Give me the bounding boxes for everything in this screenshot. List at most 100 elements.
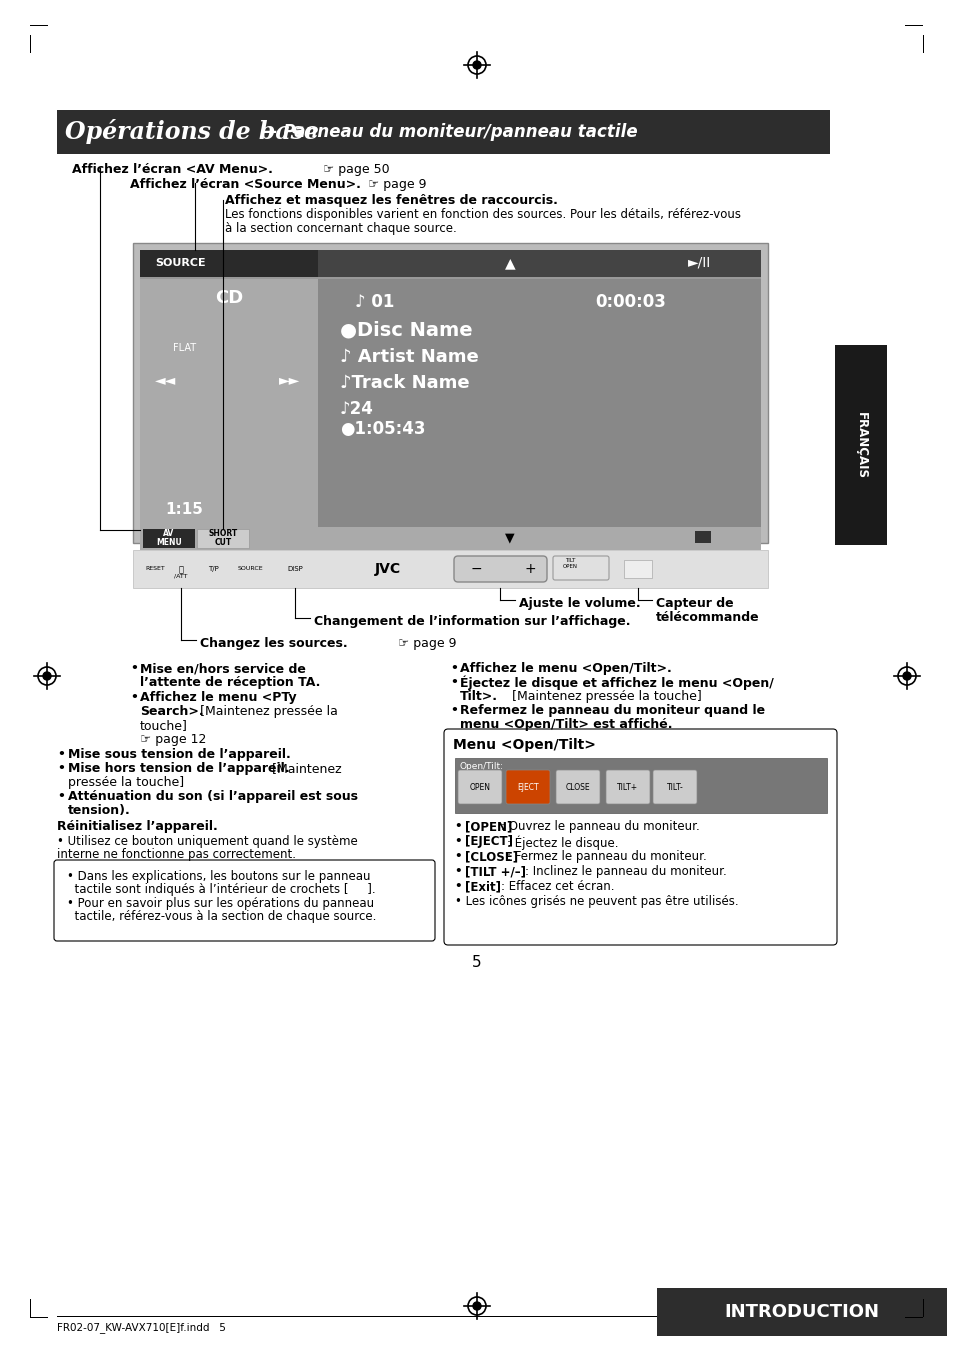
Text: CD: CD (214, 289, 243, 307)
Text: : Inclinez le panneau du moniteur.: : Inclinez le panneau du moniteur. (524, 865, 726, 877)
Text: /ATT: /ATT (174, 573, 188, 579)
Bar (140, 277, 760, 279)
Text: • Pour en savoir plus sur les opérations du panneau: • Pour en savoir plus sur les opérations… (67, 896, 374, 910)
Text: ♪ 01: ♪ 01 (355, 293, 394, 311)
Text: FRANÇAIS: FRANÇAIS (854, 411, 866, 479)
Text: ☞ page 9: ☞ page 9 (359, 178, 426, 191)
Text: Les fonctions disponibles varient en fonction des sources. Pour les détails, réf: Les fonctions disponibles varient en fon… (225, 208, 740, 220)
Text: EJECT: EJECT (517, 783, 538, 791)
Text: 0:00:03: 0:00:03 (595, 293, 665, 311)
Text: Search>.: Search>. (140, 704, 203, 718)
Text: • Dans les explications, les boutons sur le panneau: • Dans les explications, les boutons sur… (67, 869, 370, 883)
Text: ⏻: ⏻ (178, 565, 183, 575)
Text: tactile, référez-vous à la section de chaque source.: tactile, référez-vous à la section de ch… (67, 910, 376, 923)
Text: télécommande: télécommande (656, 611, 759, 625)
Text: FR02-07_KW-AVX710[E]f.indd   5: FR02-07_KW-AVX710[E]f.indd 5 (57, 1322, 226, 1333)
Text: Affichez l’écran <AV Menu>.: Affichez l’écran <AV Menu>. (71, 164, 273, 176)
Bar (140, 250, 317, 277)
FancyBboxPatch shape (443, 729, 836, 945)
Bar (317, 250, 760, 277)
FancyBboxPatch shape (505, 771, 550, 804)
Circle shape (473, 61, 480, 69)
Text: 12/5/07   6:18:54 PM: 12/5/07 6:18:54 PM (788, 1322, 896, 1332)
FancyBboxPatch shape (652, 771, 697, 804)
Text: à la section concernant chaque source.: à la section concernant chaque source. (225, 222, 456, 235)
Text: Atténuation du son (si l’appareil est sous: Atténuation du son (si l’appareil est so… (68, 790, 357, 803)
Bar (140, 527, 760, 550)
Bar (140, 250, 760, 535)
Text: •: • (450, 662, 457, 675)
Text: [Maintenez: [Maintenez (268, 763, 341, 775)
Text: : Effacez cet écran.: : Effacez cet écran. (500, 880, 614, 894)
Bar (57, 110, 829, 154)
Text: Open/Tilt:: Open/Tilt: (459, 763, 503, 771)
Text: : Fermez le panneau du moniteur.: : Fermez le panneau du moniteur. (506, 850, 706, 863)
Text: •: • (455, 850, 466, 863)
Text: •: • (455, 836, 466, 848)
Text: −: − (470, 562, 481, 576)
Text: INTRODUCTION: INTRODUCTION (723, 1303, 879, 1321)
Text: •: • (57, 790, 65, 803)
Text: • Les icônes grisés ne peuvent pas être utilisés.: • Les icônes grisés ne peuvent pas être … (455, 895, 738, 909)
Text: Changement de l’information sur l’affichage.: Changement de l’information sur l’affich… (314, 615, 630, 627)
Text: RESET: RESET (145, 566, 165, 572)
Text: [TILT +/–]: [TILT +/–] (464, 865, 525, 877)
Text: ●Disc Name: ●Disc Name (339, 320, 472, 339)
Text: •: • (130, 691, 138, 704)
Text: TILT+: TILT+ (617, 783, 638, 791)
Text: Affichez le menu <PTy: Affichez le menu <PTy (140, 691, 296, 704)
Text: ☞ page 50: ☞ page 50 (314, 164, 389, 176)
Text: SOURCE: SOURCE (154, 258, 206, 268)
FancyBboxPatch shape (457, 771, 501, 804)
Text: ♪24: ♪24 (339, 400, 374, 418)
Text: Capteur de: Capteur de (656, 598, 733, 610)
Text: [CLOSE]: [CLOSE] (464, 850, 517, 863)
Text: Éjectez le disque et affichez le menu <Open/: Éjectez le disque et affichez le menu <O… (459, 676, 773, 691)
Bar (695, 531, 710, 544)
Text: •: • (450, 704, 457, 717)
Text: : Ouvrez le panneau du moniteur.: : Ouvrez le panneau du moniteur. (500, 821, 699, 833)
Text: Tilt>.: Tilt>. (459, 690, 497, 703)
Text: •: • (455, 865, 466, 877)
Text: Mise hors tension de l’appareil.: Mise hors tension de l’appareil. (68, 763, 289, 775)
Text: menu <Open/Tilt> est affiché.: menu <Open/Tilt> est affiché. (459, 718, 672, 731)
Text: ●1:05:43: ●1:05:43 (339, 420, 425, 438)
Text: OPEN: OPEN (469, 783, 490, 791)
Text: — Panneau du moniteur/panneau tactile: — Panneau du moniteur/panneau tactile (254, 123, 637, 141)
Circle shape (43, 672, 51, 680)
Bar (834, 345, 886, 545)
Text: l’attente de réception TA.: l’attente de réception TA. (140, 676, 320, 690)
Text: 5: 5 (472, 955, 481, 969)
Text: •: • (57, 763, 65, 775)
Text: CLOSE: CLOSE (565, 783, 590, 791)
Bar (140, 279, 317, 527)
Bar (143, 529, 194, 548)
Text: T/P: T/P (208, 566, 218, 572)
Text: Menu <Open/Tilt>: Menu <Open/Tilt> (453, 738, 596, 752)
Text: OPEN: OPEN (562, 564, 577, 569)
Text: Refermez le panneau du moniteur quand le: Refermez le panneau du moniteur quand le (459, 704, 764, 717)
Text: ▲: ▲ (504, 256, 515, 270)
Text: tension).: tension). (68, 804, 131, 817)
Text: : Éjectez le disque.: : Éjectez le disque. (506, 836, 618, 849)
Text: •: • (455, 821, 466, 833)
FancyBboxPatch shape (605, 771, 649, 804)
Text: SHORT
CUT: SHORT CUT (208, 529, 237, 548)
Bar (132, 550, 767, 588)
Bar (657, 1288, 946, 1336)
Bar (455, 758, 826, 813)
Circle shape (902, 672, 910, 680)
Text: AV
MENU: AV MENU (156, 529, 182, 548)
Text: ♪Track Name: ♪Track Name (339, 375, 469, 392)
Text: pressée la touche]: pressée la touche] (68, 776, 184, 790)
Bar (196, 529, 249, 548)
Bar (317, 279, 760, 527)
Text: ▼: ▼ (505, 531, 515, 545)
Text: interne ne fonctionne pas correctement.: interne ne fonctionne pas correctement. (57, 848, 295, 861)
Bar (132, 243, 767, 544)
Text: Affichez l’écran <Source Menu>.: Affichez l’écran <Source Menu>. (130, 178, 360, 191)
Circle shape (473, 1302, 480, 1310)
Text: SOURCE: SOURCE (237, 566, 262, 572)
Text: [Maintenez pressée la touche]: [Maintenez pressée la touche] (507, 690, 701, 703)
Text: ☞ page 9: ☞ page 9 (390, 637, 456, 650)
